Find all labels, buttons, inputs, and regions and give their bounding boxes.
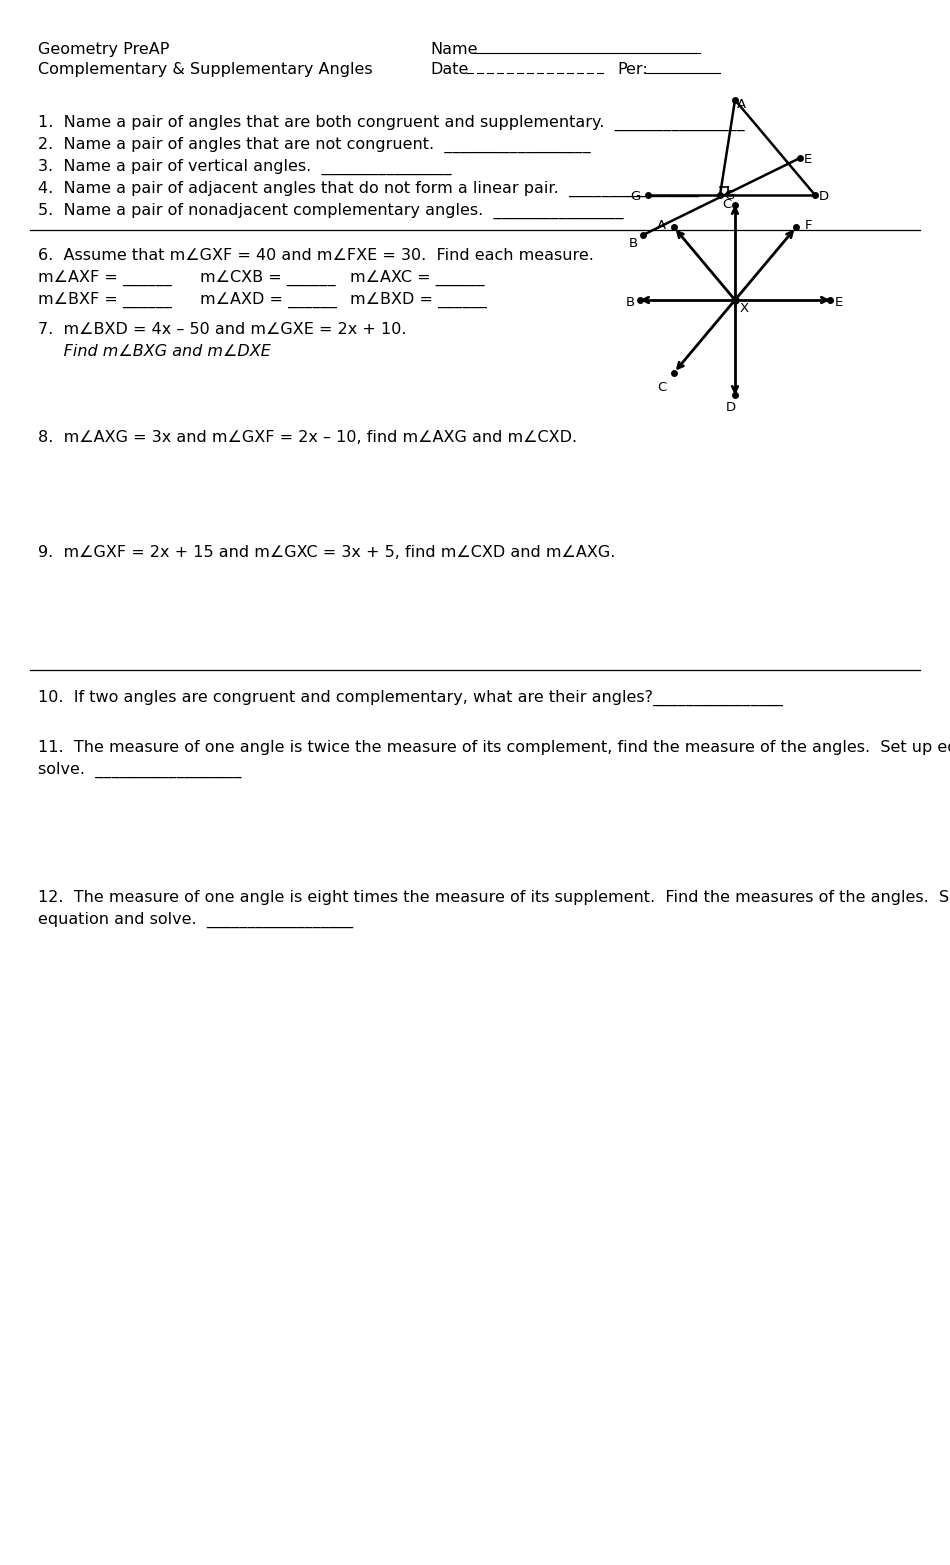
Text: 11.  The measure of one angle is twice the measure of its complement, find the m: 11. The measure of one angle is twice th… (38, 740, 950, 754)
Text: m∠AXC = ______: m∠AXC = ______ (350, 271, 484, 286)
Text: 1.  Name a pair of angles that are both congruent and supplementary.  __________: 1. Name a pair of angles that are both c… (38, 114, 745, 131)
Text: 6.  Assume that m∠GXF = 40 and m∠FXE = 30.  Find each measure.: 6. Assume that m∠GXF = 40 and m∠FXE = 30… (38, 247, 594, 263)
Text: 2.  Name a pair of angles that are not congruent.  __________________: 2. Name a pair of angles that are not co… (38, 138, 591, 153)
Text: G: G (724, 189, 734, 202)
Text: equation and solve.  __________________: equation and solve. __________________ (38, 912, 353, 928)
Text: A: A (737, 99, 746, 111)
Text: 9.  m∠GXF = 2x + 15 and m∠GXC = 3x + 5, find m∠CXD and m∠AXG.: 9. m∠GXF = 2x + 15 and m∠GXC = 3x + 5, f… (38, 545, 616, 560)
Text: B: B (626, 296, 636, 308)
Text: Date: Date (430, 63, 468, 77)
Text: X: X (740, 302, 750, 315)
Text: 4.  Name a pair of adjacent angles that do not form a linear pair.  ____________: 4. Name a pair of adjacent angles that d… (38, 182, 699, 197)
Text: 5.  Name a pair of nonadjacent complementary angles.  ________________: 5. Name a pair of nonadjacent complement… (38, 203, 623, 219)
Text: m∠BXF = ______: m∠BXF = ______ (38, 293, 172, 308)
Text: B: B (629, 236, 638, 250)
Text: Complementary & Supplementary Angles: Complementary & Supplementary Angles (38, 63, 372, 77)
Text: Find m∠BXG and m∠DXE: Find m∠BXG and m∠DXE (38, 344, 271, 358)
Text: E: E (835, 296, 844, 308)
Text: 7.  m∠BXD = 4x – 50 and m∠GXE = 2x + 10.: 7. m∠BXD = 4x – 50 and m∠GXE = 2x + 10. (38, 322, 407, 336)
Text: C: C (722, 199, 732, 211)
Text: 8.  m∠AXG = 3x and m∠GXF = 2x – 10, find m∠AXG and m∠CXD.: 8. m∠AXG = 3x and m∠GXF = 2x – 10, find … (38, 430, 578, 444)
Text: Name: Name (430, 42, 478, 56)
Text: D: D (819, 189, 829, 203)
Text: E: E (804, 153, 812, 166)
Text: m∠CXB = ______: m∠CXB = ______ (200, 271, 335, 286)
Text: A: A (656, 219, 666, 232)
Text: F: F (806, 219, 812, 232)
Text: D: D (726, 401, 736, 415)
Text: G: G (630, 189, 640, 203)
Text: 12.  The measure of one angle is eight times the measure of its supplement.  Fin: 12. The measure of one angle is eight ti… (38, 890, 950, 905)
Text: 3.  Name a pair of vertical angles.  ________________: 3. Name a pair of vertical angles. _____… (38, 160, 451, 175)
Text: solve.  __________________: solve. __________________ (38, 762, 241, 778)
Text: 10.  If two angles are congruent and complementary, what are their angles?______: 10. If two angles are congruent and comp… (38, 690, 783, 706)
Text: Geometry PreAP: Geometry PreAP (38, 42, 169, 56)
Text: m∠BXD = ______: m∠BXD = ______ (350, 293, 486, 308)
Text: C: C (656, 380, 666, 394)
Text: m∠AXD = ______: m∠AXD = ______ (200, 293, 337, 308)
Text: m∠AXF = ______: m∠AXF = ______ (38, 271, 172, 286)
Text: Per:: Per: (617, 63, 648, 77)
